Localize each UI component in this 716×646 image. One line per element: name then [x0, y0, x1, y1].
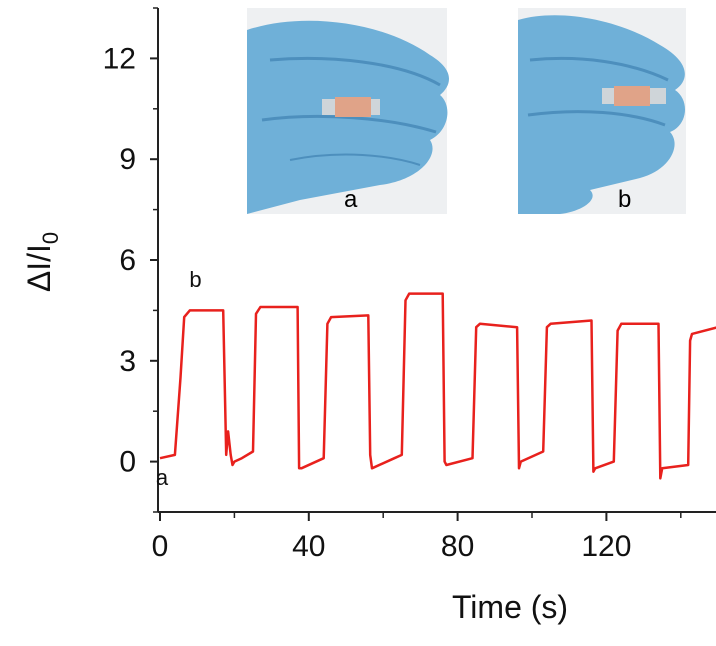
- inset-photo-b: b: [518, 8, 686, 214]
- y-tick-label: 0: [119, 446, 136, 479]
- x-tick-label: 40: [292, 530, 325, 563]
- y-axis-title-main: ΔI/I: [21, 244, 57, 292]
- y-tick-label: 3: [119, 345, 136, 378]
- y-tick-label: 12: [103, 42, 136, 75]
- y-ticks: 0 3 6 9 12: [103, 7, 158, 513]
- x-tick-label: 120: [581, 530, 631, 563]
- inset-photo-a: a: [247, 8, 450, 214]
- annotation-b: b: [189, 267, 201, 292]
- y-axis-title: ΔI/I0: [21, 232, 63, 292]
- x-tick-label: 80: [441, 530, 474, 563]
- y-tick-label: 9: [119, 143, 136, 176]
- svg-text:ΔI/I0: ΔI/I0: [21, 232, 63, 292]
- x-axis-title: Time (s): [452, 589, 568, 625]
- x-tick-label: 0: [152, 530, 169, 563]
- inset-a-label: a: [344, 186, 358, 213]
- inset-b-label: b: [618, 186, 631, 213]
- annotation-a: a: [156, 465, 169, 490]
- y-axis-title-subscript: 0: [38, 232, 63, 244]
- y-tick-label: 6: [119, 244, 136, 277]
- series-line: [159, 292, 716, 480]
- x-ticks: 0 40 80 120: [152, 512, 682, 563]
